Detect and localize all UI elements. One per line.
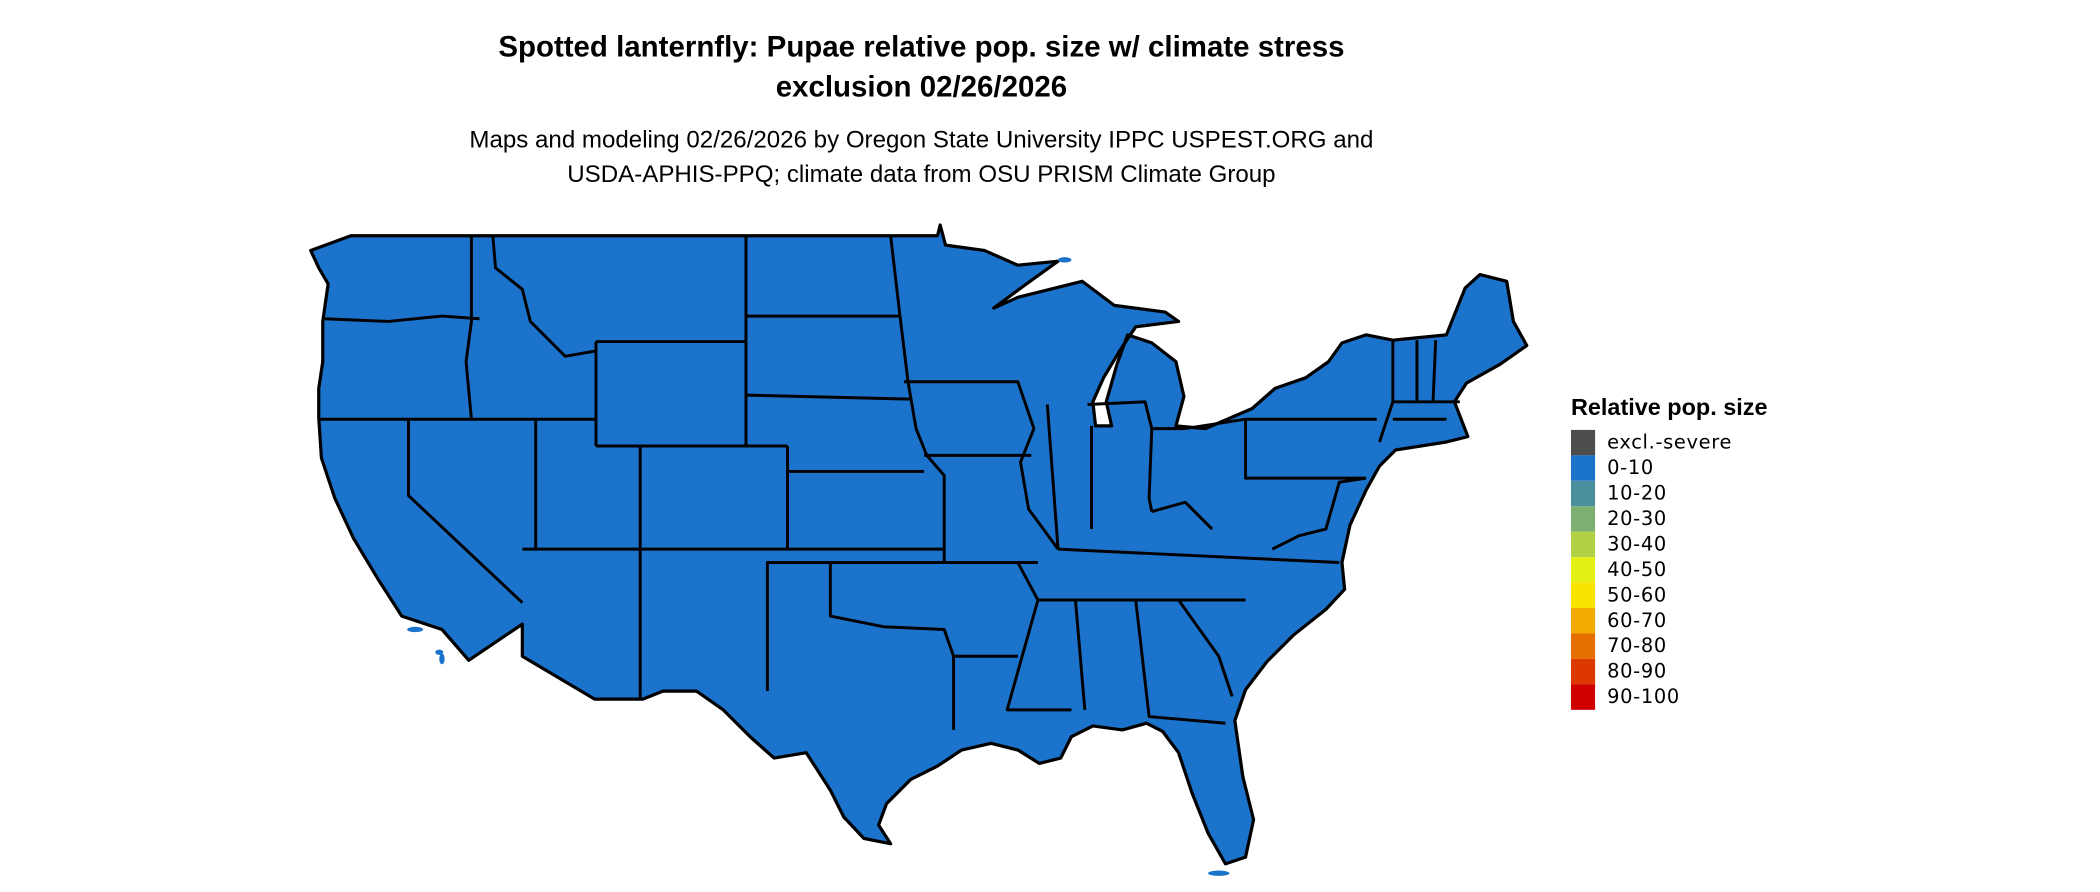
legend-swatch	[1570, 506, 1596, 532]
legend-title: Relative pop. size	[1571, 394, 1768, 420]
isle-royale	[1058, 257, 1072, 263]
channel-island	[435, 649, 444, 655]
us-outline	[309, 223, 1529, 866]
legend-swatch	[1570, 684, 1596, 710]
legend-label: 90-100	[1607, 685, 1680, 708]
legend-swatch	[1570, 608, 1596, 634]
legend-swatch	[1570, 480, 1596, 507]
legend-swatch	[1570, 455, 1596, 481]
title-line-1: Spotted lanternfly: Pupae relative pop. …	[498, 30, 1344, 63]
legend-label: 10-20	[1607, 482, 1667, 505]
us-map	[309, 223, 1529, 876]
subtitle-line-1: Maps and modeling 02/26/2026 by Oregon S…	[469, 126, 1373, 153]
florida-keys	[1208, 870, 1230, 876]
legend-label: 20-30	[1607, 507, 1667, 530]
legend-swatch	[1570, 429, 1596, 456]
legend-label: 80-90	[1607, 660, 1667, 683]
channel-island	[407, 626, 424, 633]
legend-label: excl.-severe	[1607, 431, 1732, 454]
legend-label: 0-10	[1607, 456, 1654, 479]
channel-island	[439, 653, 445, 665]
legend-label: 30-40	[1607, 532, 1667, 555]
legend-swatch	[1570, 633, 1596, 659]
legend-label: 70-80	[1607, 634, 1667, 657]
subtitle-line-2: USDA-APHIS-PPQ; climate data from OSU PR…	[567, 161, 1275, 188]
state-borders	[318, 235, 1460, 730]
legend-swatch	[1570, 582, 1596, 609]
islands	[407, 257, 1230, 876]
legend-swatch	[1570, 658, 1596, 685]
legend-label: 50-60	[1607, 583, 1667, 606]
legend-label: 60-70	[1607, 609, 1667, 632]
title-line-2: exclusion 02/26/2026	[776, 70, 1067, 103]
legend-swatch	[1570, 557, 1596, 583]
legend-swatch	[1570, 531, 1596, 558]
legend-label: 40-50	[1607, 558, 1667, 581]
